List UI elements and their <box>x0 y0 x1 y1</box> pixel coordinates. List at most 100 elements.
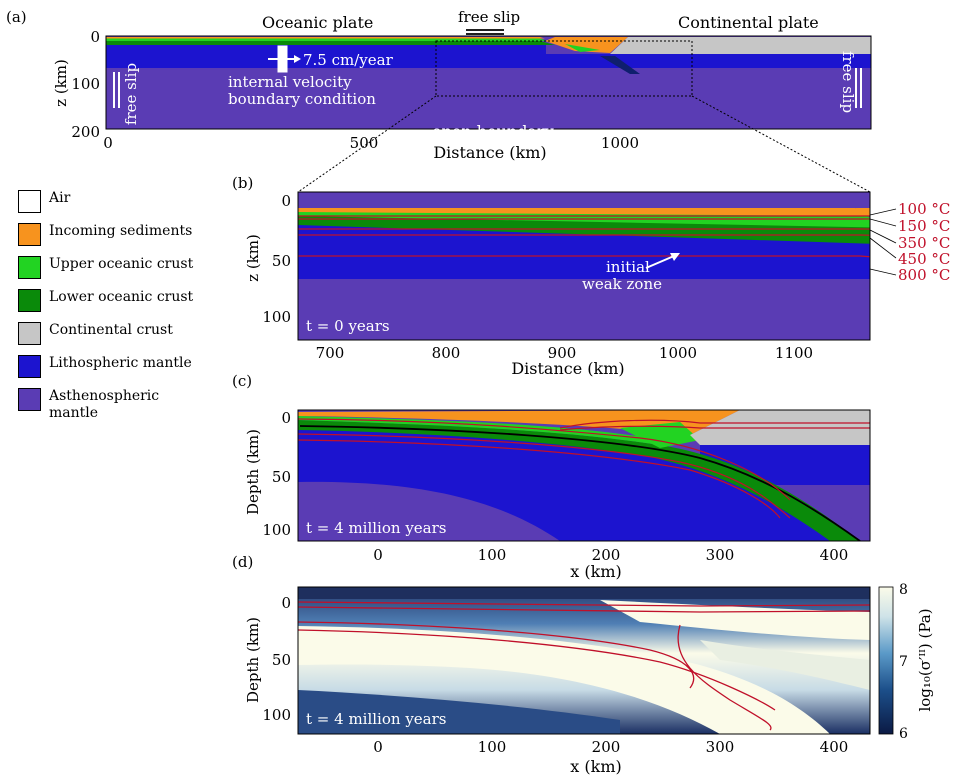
internal-bc-line1: internal velocity <box>228 73 352 91</box>
legend-item-lithospheric-mantle: Lithospheric mantle <box>18 355 218 388</box>
panel-b-xtick-3: 1000 <box>659 344 697 362</box>
panel-c-xtick-3: 300 <box>706 546 735 564</box>
panel-b-tag: (b) <box>232 174 253 192</box>
isotherm-label-800: 800 °C <box>898 266 950 284</box>
legend-item-continental-crust: Continental crust <box>18 322 218 355</box>
panel-b-model <box>298 192 870 340</box>
panel-d-ytick-1: 50 <box>272 651 291 669</box>
panel-d: (d) t = 4 million years 0 50 100 Depth (… <box>232 553 934 776</box>
panel-b-time: t = 0 years <box>306 317 390 335</box>
legend-item-lower-crust: Lower oceanic crust <box>18 289 218 322</box>
panel-d-time: t = 4 million years <box>306 710 446 728</box>
legend-label: Continental crust <box>49 322 173 338</box>
weak-zone-line2: weak zone <box>582 275 662 293</box>
panel-a-ytick-2: 200 <box>71 123 100 141</box>
legend: Air Incoming sediments Upper oceanic cru… <box>18 190 218 428</box>
free-slip-top-label: free slip <box>458 8 520 26</box>
panel-a-xaxis: 0 500 1000 <box>103 134 639 152</box>
panel-c-xtick-4: 400 <box>820 546 849 564</box>
panel-a-xtick-1: 500 <box>350 134 379 152</box>
panel-a: (a) Oceanic plate free slip Continental … <box>6 8 872 162</box>
panel-a-ylabel: z (km) <box>52 59 70 107</box>
legend-swatch <box>18 223 41 246</box>
panel-b-xtick-0: 700 <box>316 344 345 362</box>
legend-item-asthenospheric-mantle: Asthenospheric mantle <box>18 388 218 428</box>
panel-d-xtick-3: 300 <box>706 738 735 756</box>
panel-d-xtick-0: 0 <box>373 738 383 756</box>
isotherm-label-100: 100 °C <box>898 200 950 218</box>
panel-a-yaxis: 0 100 200 <box>71 28 100 141</box>
legend-item-sediments: Incoming sediments <box>18 223 218 256</box>
panel-d-xtick-1: 100 <box>478 738 507 756</box>
isotherm-label-150: 150 °C <box>898 217 950 235</box>
panel-b-ylabel: z (km) <box>244 234 262 282</box>
panel-d-ylabel: Depth (km) <box>244 617 262 703</box>
continental-plate-label: Continental plate <box>678 13 819 32</box>
legend-label: Asthenospheric mantle <box>49 388 160 421</box>
panel-a-xlabel: Distance (km) <box>433 143 546 162</box>
panel-c-xtick-2: 200 <box>592 546 621 564</box>
colorbar <box>878 586 894 735</box>
isotherm-label-350: 350 °C <box>898 234 950 252</box>
colorbar-label: log₁₀(σ′ᴵᴵ) (Pa) <box>916 608 934 711</box>
open-boundary-label: open boundary <box>432 122 554 141</box>
panel-c-model <box>298 410 870 541</box>
legend-label: Upper oceanic crust <box>49 256 194 272</box>
panel-b-ytick-1: 50 <box>272 252 291 270</box>
panel-c-xlabel: x (km) <box>570 562 621 581</box>
colorbar-tick-8: 8 <box>899 582 908 598</box>
panel-b-xtick-2: 900 <box>548 344 577 362</box>
panel-a-tag: (a) <box>6 8 27 26</box>
panel-b-isotherm-labels: 100 °C 150 °C 350 °C 450 °C 800 °C <box>869 200 950 284</box>
panel-a-xtick-0: 0 <box>103 134 113 152</box>
legend-label: Incoming sediments <box>49 223 193 239</box>
panel-b-ytick-2: 100 <box>262 308 291 326</box>
panel-a-ytick-1: 100 <box>71 75 100 93</box>
legend-swatch <box>18 355 41 378</box>
panel-c-time: t = 4 million years <box>306 519 446 537</box>
legend-label: Air <box>49 190 71 206</box>
free-slip-right-label: free slip <box>839 51 857 113</box>
legend-item-upper-crust: Upper oceanic crust <box>18 256 218 289</box>
panel-c-ytick-2: 100 <box>262 521 291 539</box>
panel-d-xtick-4: 400 <box>820 738 849 756</box>
legend-label: Lithospheric mantle <box>49 355 192 371</box>
free-slip-left-label: free slip <box>122 63 140 125</box>
velocity-label: 7.5 cm/year <box>303 51 394 69</box>
panel-c-tag: (c) <box>232 372 252 390</box>
legend-label: Lower oceanic crust <box>49 289 194 305</box>
panel-c-ytick-0: 0 <box>281 409 291 427</box>
panel-b: (b) t = 0 years initial weak zone <box>232 174 950 378</box>
panel-c-ytick-1: 50 <box>272 468 291 486</box>
legend-swatch <box>18 388 41 411</box>
panel-c: (c) t = 4 million years 0 50 100 Dept <box>232 372 871 581</box>
panel-a-xtick-2: 1000 <box>601 134 639 152</box>
legend-swatch <box>18 190 41 213</box>
panel-c-ylabel: Depth (km) <box>244 429 262 515</box>
panel-d-xlabel: x (km) <box>570 757 621 776</box>
panel-a-ytick-0: 0 <box>90 28 100 46</box>
panel-d-ytick-2: 100 <box>262 706 291 724</box>
panel-c-xtick-0: 0 <box>373 546 383 564</box>
weak-zone-line1: initial <box>606 258 650 276</box>
oceanic-plate-label: Oceanic plate <box>262 13 373 32</box>
colorbar-tick-6: 6 <box>899 726 908 742</box>
panel-d-ytick-0: 0 <box>281 594 291 612</box>
panel-b-xtick-4: 1100 <box>775 344 813 362</box>
legend-swatch <box>18 322 41 345</box>
panel-d-tag: (d) <box>232 553 253 571</box>
panel-d-stress-map <box>298 587 870 734</box>
panel-b-ytick-0: 0 <box>281 192 291 210</box>
panel-d-xtick-2: 200 <box>592 738 621 756</box>
legend-swatch <box>18 289 41 312</box>
panel-b-xlabel: Distance (km) <box>511 359 624 378</box>
colorbar-tick-7: 7 <box>899 654 908 670</box>
internal-bc-line2: boundary condition <box>228 90 376 108</box>
isotherm-label-450: 450 °C <box>898 250 950 268</box>
panel-b-xtick-1: 800 <box>432 344 461 362</box>
legend-swatch <box>18 256 41 279</box>
legend-item-air: Air <box>18 190 218 223</box>
panel-a-model <box>106 36 871 129</box>
panel-c-xtick-1: 100 <box>478 546 507 564</box>
